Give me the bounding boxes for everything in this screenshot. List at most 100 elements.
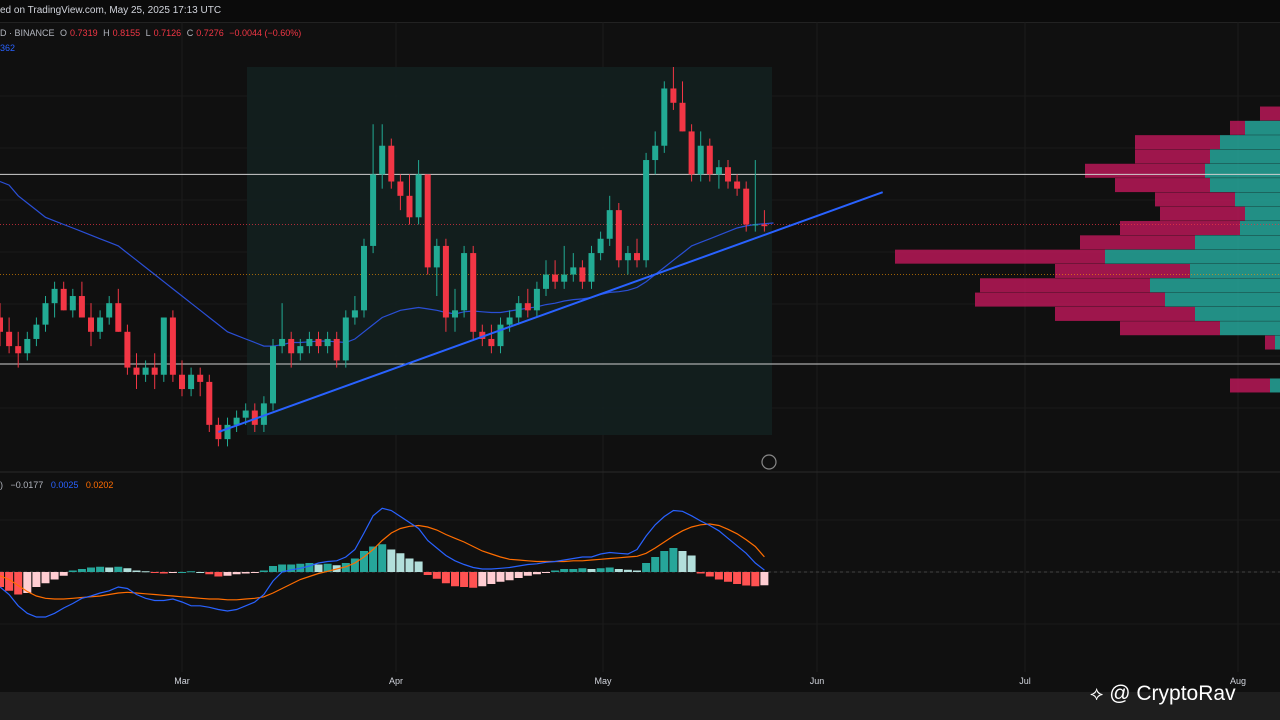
macd-hist-bar-75	[678, 551, 687, 572]
macd-hist-bar-31	[278, 564, 287, 572]
macd-hist-bar-40	[360, 551, 368, 572]
macd-hist-bar-25	[223, 572, 232, 576]
candle-body-13	[115, 303, 122, 332]
candle-body-48	[433, 245, 440, 268]
macd-histogram-value: −0.0177	[10, 480, 44, 490]
macd-hist-bar-27	[241, 572, 250, 574]
candle-body-18	[160, 317, 167, 375]
candle-body-8	[69, 296, 76, 311]
bottom-bar	[0, 692, 1280, 720]
watermark-text: @ CryptoRav	[1109, 682, 1236, 705]
candle-body-70	[634, 253, 640, 261]
candle-body-58	[524, 303, 531, 311]
macd-hist-bar-28	[250, 572, 259, 573]
candle-body-16	[142, 367, 149, 375]
x-axis-label-jun: Jun	[810, 676, 825, 686]
candle-body-34	[306, 338, 313, 347]
macd-hist-bar-66	[596, 568, 605, 572]
symbol-label: D · BINANCE	[0, 28, 55, 38]
low-label: L	[145, 28, 151, 38]
macd-hist-bar-20	[178, 572, 186, 573]
vp-up-2	[1220, 135, 1280, 150]
candle-body-27	[242, 410, 249, 418]
candle-body-15	[133, 367, 140, 375]
candle-body-62	[561, 274, 568, 282]
vp-up-14	[1195, 306, 1280, 321]
candle-body-51	[461, 253, 468, 311]
vp-down-7	[1160, 206, 1245, 221]
vp-up-12	[1150, 278, 1280, 293]
vp-down-12	[980, 278, 1150, 293]
macd-hist-bar-13	[114, 566, 123, 572]
candle-body-40	[361, 245, 367, 311]
macd-hist-bar-7	[59, 572, 68, 576]
candle-body-0	[0, 317, 3, 332]
candle-body-31	[279, 338, 286, 347]
macd-hist-bar-41	[369, 546, 378, 572]
candle-body-66	[597, 238, 604, 254]
macd-hist-bar-57	[514, 572, 523, 578]
vp-down-3	[1135, 149, 1210, 164]
macd-hist-bar-8	[68, 570, 77, 572]
open-label: O	[60, 28, 68, 38]
vp-down-11	[1055, 263, 1190, 278]
candle-body-56	[506, 317, 513, 325]
macd-hist-bar-80	[724, 572, 732, 582]
candle-body-47	[424, 174, 431, 268]
candle-body-63	[570, 267, 577, 275]
macd-hist-bar-76	[687, 555, 696, 572]
chart-canvas[interactable]: Mar Apr May Jun Jul Aug	[0, 0, 1280, 692]
vp-up-3	[1210, 149, 1280, 164]
macd-hist-bar-59	[532, 572, 541, 575]
range-box	[247, 67, 772, 435]
vp-up-6	[1235, 192, 1280, 207]
vp-up-15	[1220, 321, 1280, 336]
candle-body-59	[533, 288, 540, 311]
macd-line-value: 0.0025	[50, 480, 79, 490]
macd-hist-bar-38	[341, 563, 350, 572]
macd-hist-bar-73	[660, 551, 669, 572]
candle-body-38	[342, 317, 349, 361]
macd-hist-bar-47	[423, 572, 432, 575]
change-value: −0.0044 (−0.60%)	[229, 28, 302, 38]
macd-hist-bar-50	[451, 572, 459, 587]
x-axis-label-may: May	[594, 676, 612, 686]
candle-body-65	[588, 253, 595, 282]
macd-hist-bar-65	[587, 569, 596, 572]
macd-hist-bar-12	[105, 567, 114, 572]
macd-hist-bar-4	[32, 572, 41, 587]
low-value: 0.7126	[153, 28, 182, 38]
candle-body-73	[661, 88, 668, 146]
candle-body-71	[643, 160, 650, 261]
candle-body-12	[106, 303, 113, 318]
candle-body-20	[179, 374, 185, 390]
macd-hist-bar-3	[23, 572, 32, 593]
watermark: ⟡ @ CryptoRav	[1090, 682, 1236, 706]
vp-down-16	[1265, 335, 1275, 350]
candle-body-25	[224, 424, 231, 440]
vp-up-17	[1270, 378, 1280, 393]
candle-body-44	[397, 181, 404, 196]
candle-body-9	[78, 296, 85, 318]
vp-up-10	[1105, 249, 1280, 264]
macd-hist-bar-2	[14, 572, 23, 595]
macd-hist-bar-72	[651, 557, 660, 572]
candle-body-80	[725, 167, 731, 182]
candle-body-10	[88, 317, 94, 332]
macd-hist-bar-54	[487, 572, 496, 584]
macd-hist-bar-45	[405, 558, 414, 572]
vp-up-16	[1275, 335, 1280, 350]
macd-label: )	[0, 480, 3, 490]
candle-body-32	[288, 338, 295, 354]
x-axis-label-apr: Apr	[389, 676, 403, 686]
macd-hist-bar-77	[696, 572, 705, 574]
vp-down-10	[895, 249, 1105, 264]
macd-hist-bar-19	[168, 572, 177, 573]
candle-body-57	[515, 303, 522, 318]
macd-hist-bar-18	[159, 572, 168, 574]
vp-down-5	[1115, 178, 1210, 193]
macd-hist-bar-84	[760, 572, 769, 586]
candle-body-42	[379, 145, 386, 175]
vp-down-8	[1120, 221, 1240, 236]
candle-body-22	[197, 374, 204, 382]
